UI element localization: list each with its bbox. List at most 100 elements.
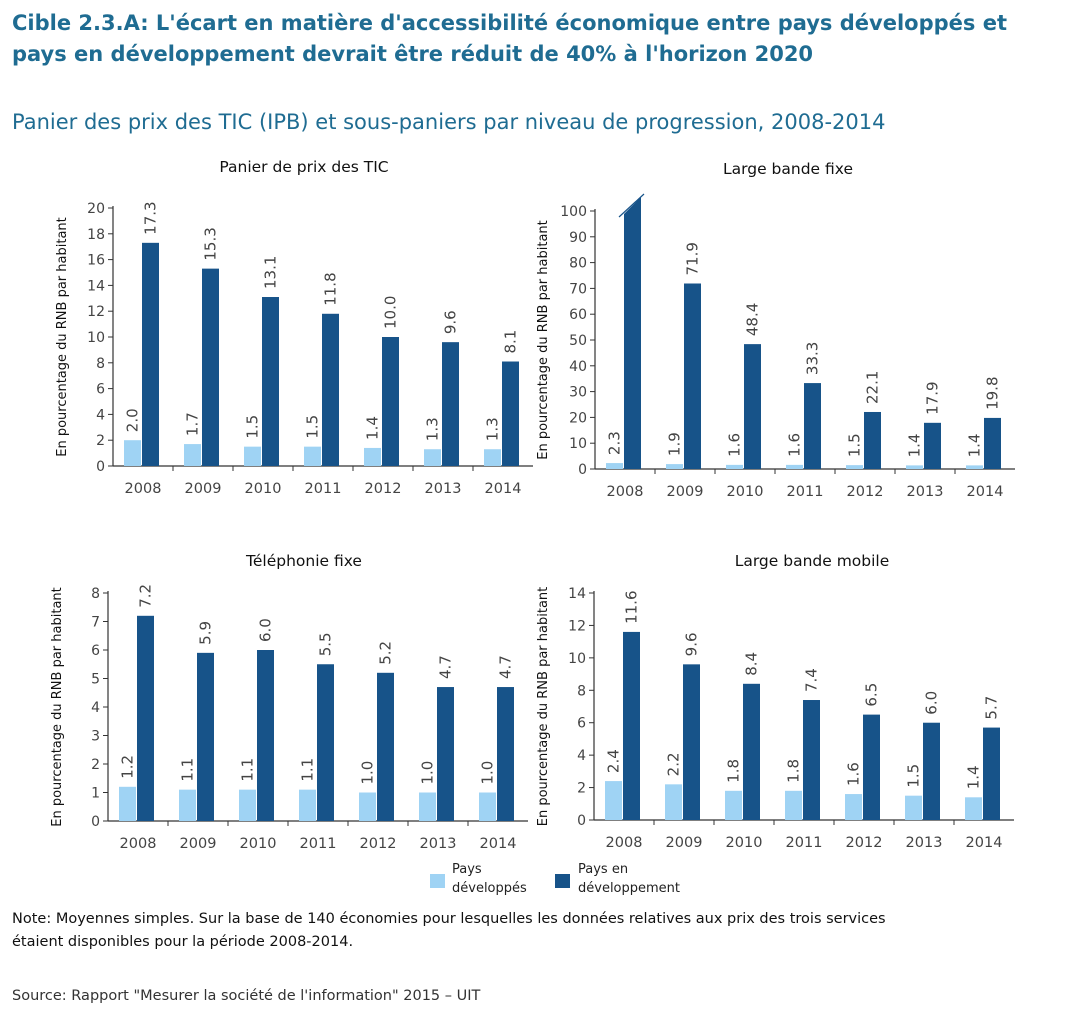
chart1-ytick-label: 20	[87, 201, 105, 217]
chart2-xtick-label: 2009	[667, 484, 704, 500]
chart4-ytick-label: 2	[577, 781, 586, 797]
legend-developing-line1: Pays en	[578, 862, 629, 877]
chart3-title: Téléphonie fixe	[245, 552, 362, 570]
chart3-ytick-label: 8	[91, 586, 100, 602]
chart4-label-developed-2009: 2.2	[665, 752, 683, 776]
chart4-ytick-label: 6	[577, 716, 586, 732]
chart2-ytick-label: 60	[569, 307, 587, 323]
chart1-label-developed-2008: 2.0	[124, 408, 142, 432]
chart3-label-developing-2012: 5.2	[377, 641, 395, 665]
chart2-bar-developing-2014	[984, 417, 1001, 469]
legend-developed-line1: Pays	[452, 862, 482, 877]
chart4-bar-developed-2013	[905, 795, 922, 820]
chart2-label-developed-2012: 1.5	[846, 433, 864, 457]
chart4-ytick-label: 12	[568, 618, 586, 634]
chart2-label-developed-2013: 1.4	[906, 434, 924, 458]
chart1-xtick-label: 2009	[185, 481, 222, 497]
chart2-ytick-label: 20	[569, 410, 587, 426]
chart1-ytick-label: 8	[96, 356, 105, 372]
chart3-label-developing-2014: 4.7	[497, 655, 515, 679]
chart2-bar-developed-2012	[846, 465, 863, 469]
chart2-bar-developing-2009	[684, 283, 701, 469]
chart1-label-developed-2009: 1.7	[184, 412, 202, 436]
legend-developed-line2: développés	[452, 881, 527, 896]
chart4-bar-developed-2009	[665, 784, 682, 820]
chart3-xtick-label: 2011	[300, 836, 337, 852]
chart2-label-developed-2011: 1.6	[786, 433, 804, 457]
chart4-ytick-label: 14	[568, 586, 586, 602]
chart4-label-developed-2014: 1.4	[965, 765, 983, 789]
chart2-ytick-label: 10	[569, 436, 587, 452]
chart3-ytick-label: 4	[91, 700, 100, 716]
chart2-break-mark	[618, 193, 645, 218]
chart3-label-developed-2010: 1.1	[239, 758, 257, 782]
chart4-label-developing-2013: 6.0	[923, 691, 941, 715]
chart2-ytick-label: 70	[569, 281, 587, 297]
chart3-xtick-label: 2009	[180, 836, 217, 852]
chart4-ytick-label: 4	[577, 748, 586, 764]
chart4-label-developed-2010: 1.8	[725, 759, 743, 783]
chart4-label-developing-2010: 8.4	[743, 652, 761, 676]
chart4-label-developing-2011: 7.4	[803, 668, 821, 692]
chart3-label-developing-2008: 7.2	[137, 584, 155, 608]
chart1-label-developing-2011: 11.8	[322, 272, 340, 305]
chart4-bar-developing-2008	[623, 631, 640, 820]
chart3-bar-developing-2009	[197, 652, 214, 821]
chart1-ytick-label: 10	[87, 330, 105, 346]
chart4-xtick-label: 2012	[846, 835, 883, 851]
chart3-label-developed-2008: 1.2	[119, 755, 137, 779]
chart4-bar-developed-2014	[965, 797, 982, 820]
chart1-bar-developing-2008	[142, 242, 159, 466]
chart1-ytick-label: 4	[96, 407, 105, 423]
chart4-ylabel: En pourcentage du RNB par habitant	[536, 587, 551, 827]
chart4-xtick-label: 2009	[666, 835, 703, 851]
chart3-label-developed-2012: 1.0	[359, 761, 377, 785]
chart1-ytick-label: 2	[96, 433, 105, 449]
chart1-ytick-label: 6	[96, 382, 105, 398]
chart4-bar-developed-2008	[605, 781, 622, 820]
chart4-label-developing-2008: 11.6	[623, 591, 641, 624]
chart3-bar-developing-2010	[257, 650, 274, 821]
chart4-label-developing-2012: 6.5	[863, 683, 881, 707]
legend-developed: Pays développés	[452, 860, 527, 898]
chart2-bar-developing-2010	[744, 344, 761, 469]
chart1-bar-developing-2012	[382, 337, 399, 466]
chart2-ytick-label: 40	[569, 359, 587, 375]
chart1-label-developed-2010: 1.5	[244, 415, 262, 439]
chart1-label-developing-2010: 13.1	[262, 256, 280, 289]
chart4-xtick-label: 2011	[786, 835, 823, 851]
chart3-bar-developing-2013	[437, 687, 454, 821]
chart1-bar-developing-2011	[322, 313, 339, 466]
chart2-ytick-label: 90	[569, 230, 587, 246]
chart4-bar-developing-2013	[923, 722, 940, 820]
chart2-bar-developing-2008	[624, 197, 641, 469]
chart1-label-developing-2014: 8.1	[502, 330, 520, 354]
chart3-bar-developed-2014	[479, 792, 496, 821]
chart4-bar-developed-2012	[845, 794, 862, 820]
chart1-label-developed-2012: 1.4	[364, 416, 382, 440]
chart2-ytick-label: 80	[569, 256, 587, 272]
chart3-ytick-label: 6	[91, 643, 100, 659]
chart2-xtick-label: 2010	[727, 484, 764, 500]
chart2-xtick-label: 2013	[907, 484, 944, 500]
chart3-bar-developed-2012	[359, 792, 376, 821]
chart3-label-developing-2011: 5.5	[317, 632, 335, 656]
chart3-label-developed-2009: 1.1	[179, 758, 197, 782]
chart1-bar-developed-2009	[184, 444, 201, 466]
chart3-label-developing-2009: 5.9	[197, 621, 215, 645]
chart3-ytick-label: 1	[91, 786, 100, 802]
chart2-bar-developing-2011	[804, 383, 821, 469]
chart2-label-developed-2014: 1.4	[966, 434, 984, 458]
chart3-bar-developing-2014	[497, 687, 514, 821]
note-text: Note: Moyennes simples. Sur la base de 1…	[12, 911, 886, 950]
chart1-bar-developed-2014	[484, 449, 501, 466]
chart2-ylabel: En pourcentage du RNB par habitant	[536, 220, 551, 460]
chart1-ytick-label: 14	[87, 278, 105, 294]
chart4-bar-developing-2010	[743, 683, 760, 820]
chart3-xtick-label: 2008	[120, 836, 157, 852]
chart2-label-developing-2012: 22.1	[864, 371, 882, 404]
chart3-ytick-label: 0	[91, 814, 100, 830]
chart2-label-developing-2014: 19.8	[984, 377, 1002, 410]
chart3-bar-developed-2008	[119, 786, 136, 821]
